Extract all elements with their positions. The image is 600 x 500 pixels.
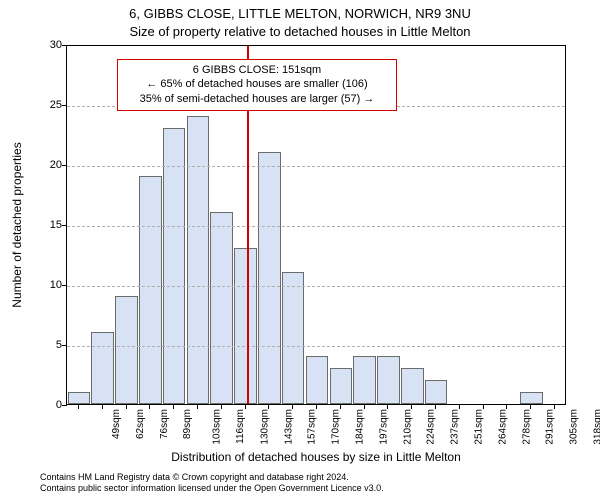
x-tick-mark bbox=[411, 404, 412, 409]
histogram-bar bbox=[401, 368, 424, 404]
x-tick-mark bbox=[483, 404, 484, 409]
x-tick-label: 116sqm bbox=[235, 409, 246, 444]
y-tick-label: 20 bbox=[50, 159, 62, 171]
y-tick-label: 15 bbox=[50, 219, 62, 231]
y-axis: 051015202530 bbox=[40, 45, 66, 405]
x-tick-mark bbox=[506, 404, 507, 409]
y-tick-label: 10 bbox=[50, 279, 62, 291]
x-tick-label: 170sqm bbox=[331, 409, 342, 445]
histogram-bar bbox=[377, 356, 400, 404]
histogram-bar bbox=[425, 380, 448, 404]
x-tick-mark bbox=[102, 404, 103, 409]
histogram-bar bbox=[520, 392, 543, 404]
x-axis-label: Distribution of detached houses by size … bbox=[66, 450, 566, 464]
x-tick-label: 197sqm bbox=[378, 409, 389, 445]
chart-title-sub: Size of property relative to detached ho… bbox=[0, 24, 600, 39]
x-tick-mark bbox=[78, 404, 79, 409]
x-tick-mark bbox=[126, 404, 127, 409]
x-tick-label: 210sqm bbox=[402, 409, 413, 445]
x-tick-label: 264sqm bbox=[497, 409, 508, 445]
grid-line bbox=[67, 286, 565, 287]
x-tick-mark bbox=[245, 404, 246, 409]
histogram-bar bbox=[91, 332, 114, 404]
histogram-bar bbox=[306, 356, 329, 404]
x-tick-mark bbox=[435, 404, 436, 409]
histogram-bar bbox=[210, 212, 233, 404]
histogram-bar bbox=[68, 392, 91, 404]
histogram-bar bbox=[139, 176, 162, 404]
x-tick-label: 143sqm bbox=[283, 409, 294, 445]
x-tick-label: 130sqm bbox=[259, 409, 270, 445]
x-tick-mark bbox=[530, 404, 531, 409]
grid-line bbox=[67, 346, 565, 347]
plot-area: 6 GIBBS CLOSE: 151sqm← 65% of detached h… bbox=[66, 45, 566, 405]
histogram-bar bbox=[330, 368, 353, 404]
grid-line bbox=[67, 226, 565, 227]
footnote-line-2: Contains public sector information licen… bbox=[40, 483, 384, 493]
x-tick-mark bbox=[197, 404, 198, 409]
histogram-bar bbox=[353, 356, 376, 404]
histogram-bar bbox=[115, 296, 138, 404]
x-tick-mark bbox=[459, 404, 460, 409]
x-tick-mark bbox=[221, 404, 222, 409]
histogram-bar bbox=[258, 152, 281, 404]
footnote-line-1: Contains HM Land Registry data © Crown c… bbox=[40, 472, 349, 482]
x-tick-mark bbox=[364, 404, 365, 409]
x-tick-label: 103sqm bbox=[212, 409, 223, 445]
y-tick-label: 25 bbox=[50, 99, 62, 111]
annotation-line: 6 GIBBS CLOSE: 151sqm bbox=[124, 63, 390, 78]
footnote: Contains HM Land Registry data © Crown c… bbox=[40, 472, 590, 494]
x-tick-label: 76sqm bbox=[159, 409, 170, 439]
histogram-bar bbox=[282, 272, 305, 404]
x-tick-mark bbox=[173, 404, 174, 409]
x-tick-label: 278sqm bbox=[521, 409, 532, 445]
x-tick-label: 157sqm bbox=[307, 409, 318, 445]
x-tick-label: 62sqm bbox=[135, 409, 146, 439]
x-tick-label: 251sqm bbox=[474, 409, 485, 445]
annotation-line: ← 65% of detached houses are smaller (10… bbox=[124, 77, 390, 92]
x-tick-mark bbox=[268, 404, 269, 409]
x-tick-label: 224sqm bbox=[426, 409, 437, 445]
x-tick-label: 89sqm bbox=[182, 409, 193, 439]
x-tick-label: 49sqm bbox=[111, 409, 122, 439]
histogram-bar bbox=[163, 128, 186, 404]
x-tick-label: 318sqm bbox=[593, 409, 600, 445]
y-axis-label: Number of detached properties bbox=[10, 142, 24, 307]
x-tick-label: 305sqm bbox=[569, 409, 580, 445]
y-tick-label: 30 bbox=[50, 39, 62, 51]
chart-container: 6, GIBBS CLOSE, LITTLE MELTON, NORWICH, … bbox=[0, 0, 600, 500]
x-tick-mark bbox=[554, 404, 555, 409]
grid-line bbox=[67, 166, 565, 167]
chart-title-main: 6, GIBBS CLOSE, LITTLE MELTON, NORWICH, … bbox=[0, 6, 600, 21]
annotation-line: 35% of semi-detached houses are larger (… bbox=[124, 92, 390, 107]
x-tick-mark bbox=[292, 404, 293, 409]
x-tick-label: 184sqm bbox=[355, 409, 366, 445]
x-tick-mark bbox=[387, 404, 388, 409]
x-tick-label: 237sqm bbox=[450, 409, 461, 445]
x-tick-label: 291sqm bbox=[545, 409, 556, 445]
histogram-bar bbox=[187, 116, 210, 404]
x-tick-mark bbox=[340, 404, 341, 409]
annotation-box: 6 GIBBS CLOSE: 151sqm← 65% of detached h… bbox=[117, 59, 397, 112]
x-tick-mark bbox=[149, 404, 150, 409]
histogram-bar bbox=[234, 248, 257, 404]
x-tick-mark bbox=[316, 404, 317, 409]
